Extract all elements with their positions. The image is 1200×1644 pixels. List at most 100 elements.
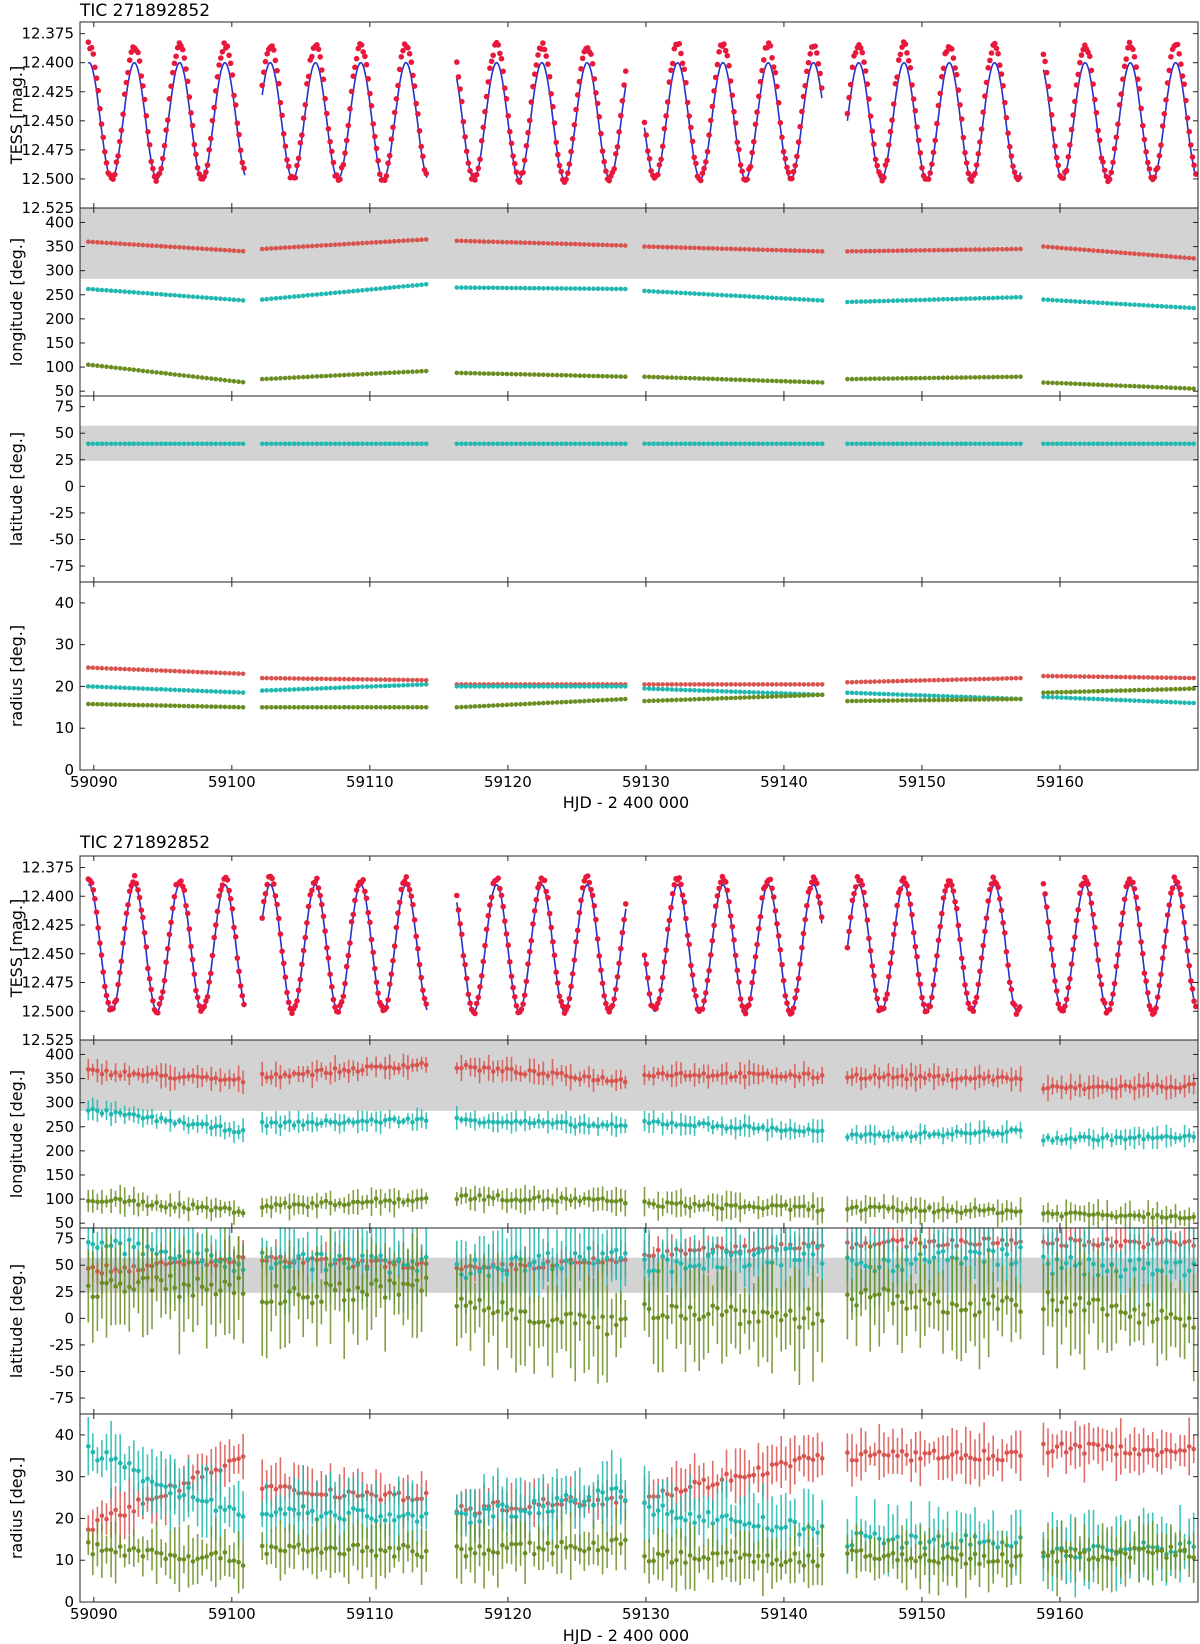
observed-point	[201, 1003, 207, 1010]
observed-point	[616, 960, 622, 967]
spot-point	[369, 1117, 374, 1122]
observed-point	[168, 83, 174, 89]
spot-point	[236, 441, 241, 447]
observed-point	[420, 987, 426, 993]
spot-point	[541, 441, 546, 447]
observed-point	[689, 138, 696, 145]
observed-point	[352, 64, 358, 71]
spot-point	[582, 1121, 587, 1127]
spot-point	[509, 684, 514, 689]
spot-point	[319, 243, 324, 248]
observed-point	[495, 875, 502, 881]
spot-point	[273, 676, 279, 681]
spot-point	[559, 441, 564, 447]
spot-point	[1136, 1133, 1142, 1139]
spot-point	[719, 1245, 725, 1251]
spot-point	[1004, 1208, 1010, 1213]
observed-point	[138, 73, 145, 79]
spot-point	[945, 296, 950, 302]
spot-point	[660, 698, 665, 703]
spot-point	[95, 684, 100, 690]
spot-point	[1177, 700, 1183, 705]
spot-point	[378, 705, 383, 710]
spot-point	[618, 441, 624, 447]
spot-point	[783, 441, 788, 447]
observed-point	[698, 177, 704, 184]
spot-point	[1159, 304, 1165, 309]
spot-point	[1054, 380, 1060, 386]
observed-point	[659, 974, 666, 981]
spot-point	[423, 705, 429, 710]
observed-point	[874, 995, 880, 1002]
spot-point	[1082, 441, 1087, 447]
observed-point	[413, 100, 420, 107]
spot-point	[1095, 696, 1101, 702]
observed-point	[882, 996, 889, 1002]
observed-point	[133, 880, 140, 887]
spot-point	[710, 1073, 716, 1078]
spot-point	[563, 241, 569, 247]
spot-point	[296, 244, 301, 250]
observed-point	[867, 113, 874, 119]
spot-point	[341, 372, 347, 378]
observed-point	[985, 898, 991, 904]
y-axis-label: TESS [mag.]	[7, 899, 26, 998]
observed-point	[338, 999, 345, 1005]
spot-point	[904, 441, 909, 447]
spot-point	[600, 684, 605, 689]
spot-point	[373, 1064, 379, 1069]
spot-point	[890, 1237, 896, 1242]
spot-point	[90, 701, 96, 707]
observed-point	[508, 140, 515, 147]
observed-point	[754, 109, 760, 115]
spot-point	[788, 379, 793, 384]
spot-point	[282, 1072, 288, 1077]
spot-point	[195, 246, 200, 251]
spot-point	[1054, 1084, 1060, 1089]
spot-point	[963, 1208, 969, 1213]
x-tick-label: 59130	[622, 773, 670, 791]
observed-point	[982, 93, 988, 99]
spot-point	[1132, 1135, 1137, 1141]
observed-point	[747, 995, 754, 1002]
spot-point	[355, 1069, 361, 1074]
observed-point	[1055, 1001, 1062, 1007]
observed-point	[1163, 928, 1169, 934]
spot-point	[459, 285, 464, 290]
spot-point	[701, 376, 706, 381]
y-tick-label: 100	[45, 358, 74, 376]
observed-point	[555, 151, 561, 158]
observed-point	[1179, 903, 1186, 910]
observed-point	[216, 893, 222, 899]
spot-point	[710, 1124, 716, 1130]
spot-point	[1127, 302, 1133, 307]
spot-point	[378, 371, 383, 376]
spot-point	[190, 1202, 196, 1207]
spot-point	[181, 373, 187, 378]
observed-point	[329, 148, 335, 155]
spot-point	[337, 290, 342, 295]
spot-point	[1155, 699, 1160, 704]
spot-point	[113, 365, 118, 371]
spot-point	[927, 1205, 932, 1210]
observed-point	[914, 124, 920, 130]
spot-point	[687, 291, 693, 296]
spot-point	[733, 246, 738, 252]
spot-point	[273, 1071, 279, 1077]
spot-point	[346, 1118, 352, 1124]
observed-point	[688, 124, 694, 131]
observed-point	[691, 154, 697, 161]
observed-point	[759, 895, 765, 901]
spot-point	[1186, 675, 1192, 681]
observed-point	[337, 176, 343, 183]
spot-point	[655, 686, 661, 692]
observed-point	[757, 78, 764, 85]
spot-point	[990, 295, 996, 301]
spot-point	[710, 696, 716, 701]
spot-point	[541, 1120, 546, 1126]
spot-point	[881, 248, 887, 254]
spot-point	[195, 1121, 200, 1127]
observed-point	[1040, 881, 1047, 887]
